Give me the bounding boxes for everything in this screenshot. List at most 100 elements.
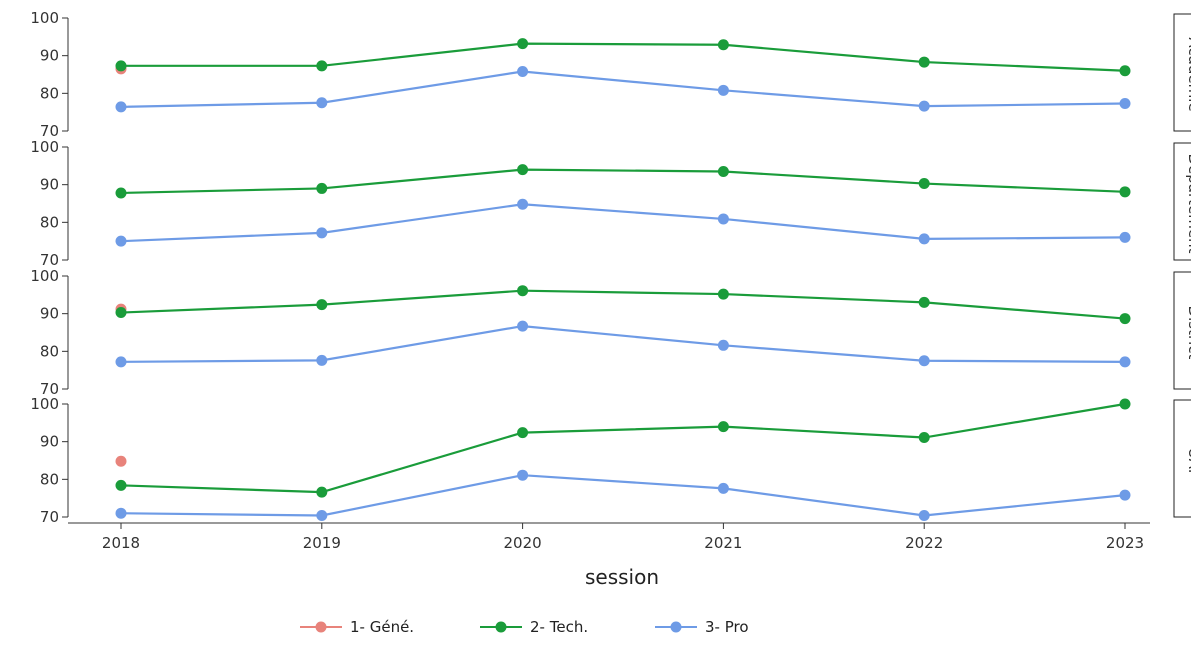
y-tick-label: 70 xyxy=(40,380,59,398)
data-point xyxy=(115,187,127,199)
legend-label: 2- Tech. xyxy=(530,618,588,636)
series-1-gene xyxy=(115,455,127,467)
facet-strip-label: Académie xyxy=(1185,37,1191,111)
facet-panel-uai: 70 80 90 100 UAI xyxy=(30,395,1191,526)
data-point xyxy=(115,455,127,467)
legend-item-2-tech: 2- Tech. xyxy=(480,618,588,636)
y-tick-label: 100 xyxy=(30,267,59,285)
y-tick-label: 90 xyxy=(40,47,59,65)
data-point xyxy=(517,285,529,297)
data-point xyxy=(1119,489,1131,501)
data-point xyxy=(717,213,729,225)
y-tick-label: 100 xyxy=(30,9,59,27)
y-tick-label: 70 xyxy=(40,122,59,140)
data-point xyxy=(115,60,127,72)
legend-marker xyxy=(315,621,327,633)
data-point xyxy=(918,178,930,190)
series-line xyxy=(120,402,1126,494)
y-tick-label: 70 xyxy=(40,508,59,526)
data-point xyxy=(1119,356,1131,368)
series-3-pro xyxy=(115,65,1131,113)
facet-strip xyxy=(1173,142,1191,261)
data-point xyxy=(115,235,127,247)
data-point xyxy=(115,479,127,491)
y-tick-label: 80 xyxy=(40,470,59,488)
data-point xyxy=(517,38,529,50)
series-2-tech xyxy=(115,164,1131,199)
y-tick-label: 90 xyxy=(40,305,59,323)
data-point xyxy=(1119,313,1131,325)
series-line xyxy=(120,289,1126,320)
facet-panel-academie: 70 80 90 100 Académie xyxy=(30,9,1191,140)
data-point xyxy=(316,60,328,72)
series-line xyxy=(120,474,1126,517)
y-tick-label: 80 xyxy=(40,84,59,102)
data-point xyxy=(918,509,930,521)
data-point xyxy=(316,354,328,366)
legend-label: 3- Pro xyxy=(705,618,749,636)
data-point xyxy=(517,198,529,210)
series-2-tech xyxy=(115,398,1131,498)
data-point xyxy=(115,356,127,368)
data-point xyxy=(517,320,529,332)
data-point xyxy=(316,182,328,194)
y-tick-label: 90 xyxy=(40,433,59,451)
data-point xyxy=(918,100,930,112)
data-point xyxy=(717,84,729,96)
data-point xyxy=(115,101,127,113)
y-tick-label: 100 xyxy=(30,395,59,413)
y-tick-label: 90 xyxy=(40,176,59,194)
series-line xyxy=(120,168,1126,195)
data-point xyxy=(1119,65,1131,77)
data-point xyxy=(1119,231,1131,243)
data-point xyxy=(918,355,930,367)
legend: 1- Géné. 2- Tech. 3- Pro xyxy=(300,618,749,636)
data-point xyxy=(918,233,930,245)
x-axis-title: session xyxy=(585,565,659,589)
data-point xyxy=(918,56,930,68)
data-point xyxy=(115,507,127,519)
data-point xyxy=(517,164,529,176)
data-point xyxy=(1119,186,1131,198)
data-point xyxy=(918,296,930,308)
data-point xyxy=(316,227,328,239)
facet-panel-departement: 70 80 90 100 Département xyxy=(30,138,1191,269)
data-point xyxy=(517,427,529,439)
x-tick-label: 2019 xyxy=(303,534,341,552)
y-tick-label: 80 xyxy=(40,342,59,360)
legend-marker xyxy=(670,621,682,633)
facet-strip-label: District xyxy=(1185,306,1191,360)
legend-item-1-gene: 1- Géné. xyxy=(300,618,414,636)
data-point xyxy=(717,482,729,494)
data-point xyxy=(517,469,529,481)
data-point xyxy=(316,509,328,521)
legend-label: 1- Géné. xyxy=(350,618,414,636)
series-line xyxy=(120,70,1126,108)
series-line xyxy=(121,42,1126,72)
series-3-pro xyxy=(115,320,1131,368)
data-point xyxy=(1119,398,1131,410)
x-axis: 2018 2019 2020 2021 2022 2023 xyxy=(68,522,1150,552)
data-point xyxy=(717,288,729,300)
x-tick-label: 2023 xyxy=(1106,534,1144,552)
data-point xyxy=(517,65,529,77)
facet-strip-label: UAI xyxy=(1185,448,1191,474)
x-tick-label: 2018 xyxy=(102,534,140,552)
y-tick-label: 100 xyxy=(30,138,59,156)
x-tick-label: 2020 xyxy=(504,534,542,552)
series-line xyxy=(120,324,1126,363)
series-line xyxy=(120,203,1126,243)
data-point xyxy=(717,165,729,177)
x-tick-label: 2021 xyxy=(704,534,742,552)
legend-item-3-pro: 3- Pro xyxy=(655,618,749,636)
data-point xyxy=(717,421,729,433)
legend-marker xyxy=(495,621,507,633)
data-point xyxy=(316,486,328,498)
data-point xyxy=(115,307,127,319)
series-3-pro xyxy=(115,198,1131,247)
data-point xyxy=(316,299,328,311)
series-3-pro xyxy=(115,469,1131,521)
data-point xyxy=(717,39,729,51)
series-2-tech xyxy=(115,285,1131,325)
